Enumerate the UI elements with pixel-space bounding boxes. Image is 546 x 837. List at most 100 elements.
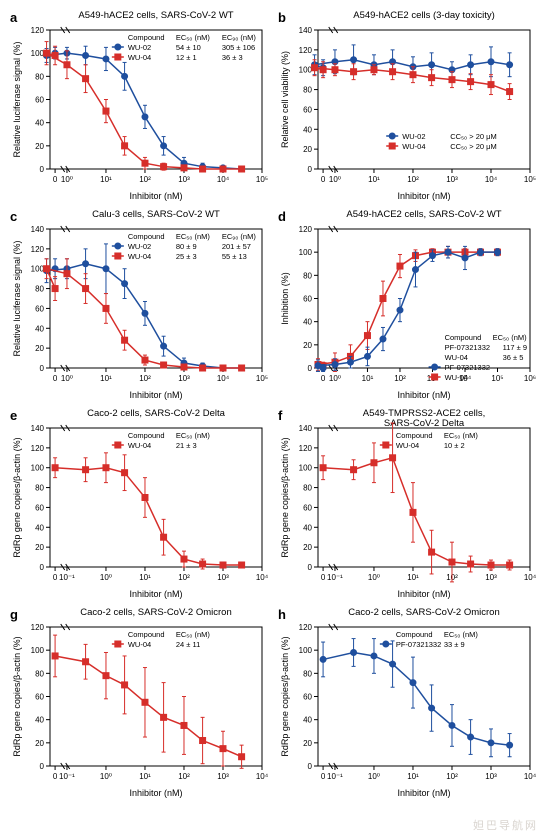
xtick-label: 10⁵ <box>524 175 536 184</box>
ytick-label: 60 <box>35 96 44 105</box>
ytick-label: 80 <box>35 285 44 294</box>
legend-val: 305 ± 106 <box>222 43 255 52</box>
ytick-label: 100 <box>31 464 45 473</box>
xlabel: Inhibitor (nM) <box>397 788 450 798</box>
legend-label: WU-04 <box>128 441 151 450</box>
ytick-label: 100 <box>31 49 45 58</box>
legend-header: EC₅₀ (nM) <box>176 33 211 42</box>
xtick-label: 10⁴ <box>524 772 536 781</box>
xtick-label: 10⁶ <box>524 374 536 383</box>
ytick-label: 0 <box>308 563 313 572</box>
ytick-label: 40 <box>303 523 312 532</box>
ytick-label: 60 <box>35 304 44 313</box>
ytick-label: 120 <box>299 623 313 632</box>
ytick-label: 40 <box>303 318 312 327</box>
ytick-label: 0 <box>308 762 313 771</box>
legend-header: Compound <box>128 33 165 42</box>
xtick-label: 0 <box>321 374 326 383</box>
legend-val: 12 ± 1 <box>176 53 197 62</box>
legend-label: WU-04 <box>128 640 151 649</box>
ytick-label: 60 <box>35 693 44 702</box>
panel-label: g <box>10 607 18 622</box>
legend-header: Compound <box>128 630 165 639</box>
legend-label: PF-07321332 <box>445 343 490 352</box>
xtick-label: 0 <box>53 374 58 383</box>
ytick-label: 120 <box>299 46 313 55</box>
xtick-label: 10³ <box>217 772 229 781</box>
legend-val: 33 ± 9 <box>444 640 465 649</box>
xtick-label: 10¹ <box>100 374 112 383</box>
legend-label: WU-02 <box>128 242 151 251</box>
legend-val: 36 ± 3 <box>222 53 243 62</box>
legend-val: 201 ± 57 <box>222 242 251 251</box>
ytick-label: 40 <box>303 125 312 134</box>
ytick-label: 0 <box>40 165 45 174</box>
xtick-label: 10⁴ <box>217 175 230 184</box>
xtick-label: 0 <box>53 573 58 582</box>
ylabel: Inhibition (%) <box>280 272 290 325</box>
ytick-label: 0 <box>40 762 45 771</box>
chart-wrap: A549-TMPRSS2-ACE2 cells,SARS-CoV-2 Delta… <box>276 406 536 601</box>
ytick-label: 140 <box>31 225 45 234</box>
ytick-label: 20 <box>35 142 44 151</box>
xtick-label: 10⁴ <box>256 772 268 781</box>
ytick-label: 20 <box>303 543 312 552</box>
ytick-label: 20 <box>35 344 44 353</box>
series-curve <box>47 53 242 169</box>
legend-label: WU-04 <box>445 373 468 382</box>
ytick-label: 100 <box>299 646 313 655</box>
xtick-label: 10² <box>178 573 190 582</box>
panel-label: d <box>278 209 286 224</box>
legend-val: CC₅₀ > 20 μM <box>450 132 497 141</box>
xtick-label: 10³ <box>217 573 229 582</box>
series-curve <box>323 652 510 745</box>
chart-a: A549-hACE2 cells, SARS-CoV-2 WT020406080… <box>8 8 268 203</box>
ytick-label: 120 <box>31 26 45 35</box>
chart-title: A549-hACE2 cells, SARS-CoV-2 WT <box>346 209 501 220</box>
xtick-label: 0 <box>321 175 326 184</box>
xtick-label: 10⁴ <box>256 573 268 582</box>
legend-val: 36 ± 5 <box>503 353 524 362</box>
ytick-label: 120 <box>31 623 45 632</box>
ytick-label: 60 <box>35 503 44 512</box>
ylabel: RdRp gene copies/β-actin (%) <box>12 636 22 756</box>
chart-b: A549-hACE2 cells (3-day toxicity)0204060… <box>276 8 536 203</box>
ytick-label: 60 <box>303 295 312 304</box>
ytick-label: 100 <box>31 646 45 655</box>
legend-label: PF-07321332 <box>445 363 490 372</box>
chart-title: Caco-2 cells, SARS-CoV-2 Omicron <box>80 607 232 618</box>
xtick-label: 10¹ <box>407 573 419 582</box>
panel-label: c <box>10 209 17 224</box>
ytick-label: 120 <box>299 444 313 453</box>
xtick-label: 10⁴ <box>217 374 230 383</box>
xtick-label: 10³ <box>178 175 190 184</box>
ytick-label: 140 <box>299 26 313 35</box>
xtick-label: 10³ <box>446 175 458 184</box>
series-curve <box>55 656 242 757</box>
legend-label: WU-04 <box>396 441 419 450</box>
ytick-label: 40 <box>35 119 44 128</box>
ytick-label: 40 <box>35 324 44 333</box>
ytick-label: 120 <box>299 225 313 234</box>
ytick-label: 140 <box>299 424 313 433</box>
xtick-label: 10² <box>178 772 190 781</box>
legend-header: EC₉₀ (nM) <box>222 232 257 241</box>
xtick-label: 10⁵ <box>491 374 503 383</box>
panel-label: f <box>278 408 282 423</box>
legend-val: CC₅₀ > 20 μM <box>450 142 497 151</box>
watermark-text: 妲巴导航网 <box>473 817 538 833</box>
xtick-label: 10⁻¹ <box>59 772 75 781</box>
chart-f: A549-TMPRSS2-ACE2 cells,SARS-CoV-2 Delta… <box>276 406 536 601</box>
legend-header: EC₅₀ (nM) <box>176 630 211 639</box>
xlabel: Inhibitor (nM) <box>129 788 182 798</box>
ylabel: Relative luciferase signal (%) <box>12 41 22 157</box>
xtick-label: 10⁵ <box>256 175 268 184</box>
ytick-label: 140 <box>31 424 45 433</box>
xtick-label: 10⁰ <box>368 573 380 582</box>
ytick-label: 60 <box>303 503 312 512</box>
ytick-label: 20 <box>35 739 44 748</box>
xtick-label: 10² <box>394 374 406 383</box>
xtick-label: 0 <box>53 772 58 781</box>
legend-val: 10 ± 2 <box>444 441 465 450</box>
legend-label: PF-07321332 <box>396 640 441 649</box>
